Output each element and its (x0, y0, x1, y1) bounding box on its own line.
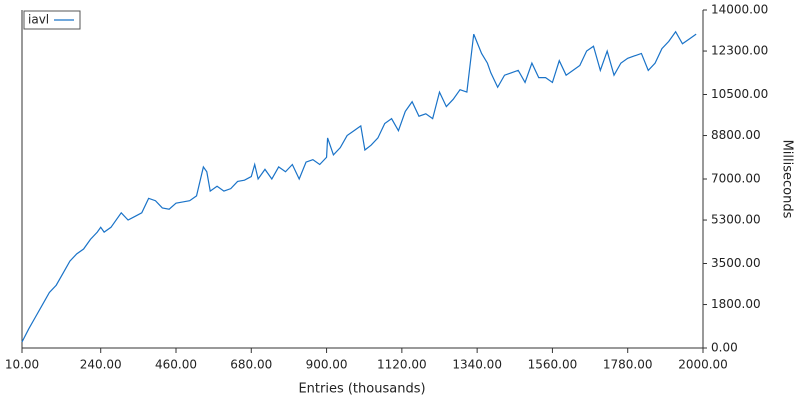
x-tick-label: 460.00 (155, 358, 197, 372)
y-tick-label: 8800.00 (711, 128, 761, 142)
x-tick-label: 10.00 (5, 358, 39, 372)
y-tick-label: 14000.00 (711, 3, 768, 17)
line (21, 30, 697, 343)
y-tick-label: 7000.00 (711, 172, 761, 186)
y-tick-label: 0.00 (711, 341, 738, 355)
y-axis-label: Milliseconds (780, 140, 795, 219)
x-tick-label: 2000.00 (678, 358, 728, 372)
legend-label: iavl (28, 13, 49, 27)
y-tick-label: 5300.00 (711, 213, 761, 227)
y-tick-label: 10500.00 (711, 87, 768, 101)
x-tick-label: 680.00 (230, 358, 272, 372)
x-tick-label: 1560.00 (528, 358, 578, 372)
y-tick-label: 3500.00 (711, 256, 761, 270)
x-tick-label: 900.00 (306, 358, 348, 372)
x-tick-label: 1120.00 (377, 358, 427, 372)
x-axis-label: Entries (thousands) (298, 382, 425, 397)
legend-box (23, 10, 81, 30)
x-tick-label: 240.00 (80, 358, 122, 372)
y-tick-label: 1800.00 (711, 297, 761, 311)
x-tick-label: 1340.00 (452, 358, 502, 372)
y-tick-label: 12300.00 (711, 44, 768, 58)
x-tick-label: 1780.00 (603, 358, 653, 372)
